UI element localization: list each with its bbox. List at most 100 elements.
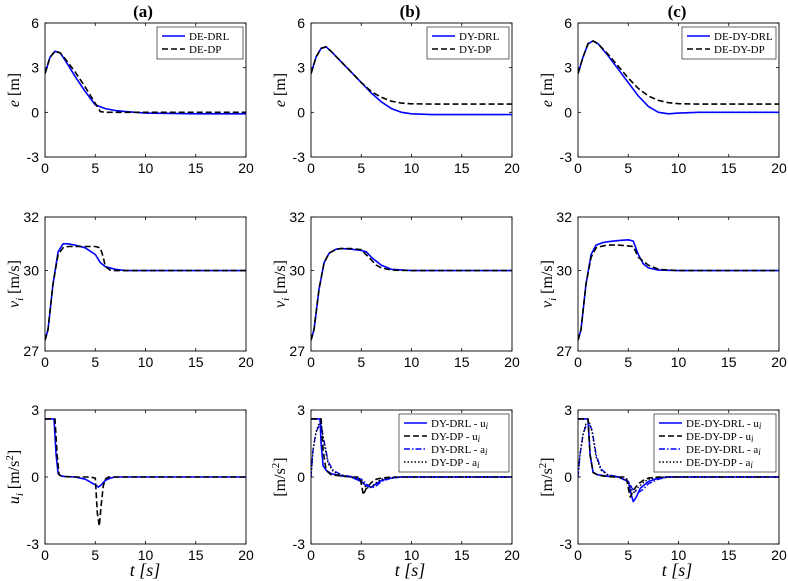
x-tick-label: 15 <box>721 160 737 176</box>
subplot-1-2: 0 5 10 15 20 27 30 32 vi [m/s] <box>539 209 787 370</box>
y-tick-label: 3 <box>564 402 572 418</box>
y-axis-label-8: [m/s2] <box>537 457 556 496</box>
series-line-1 <box>578 244 779 341</box>
legend-entry: DY-DRL - ai <box>431 444 488 457</box>
x-tick-label: 0 <box>307 354 315 370</box>
x-tick-label: 5 <box>624 160 632 176</box>
y-tick-label: 6 <box>564 15 572 31</box>
series-line-3 <box>311 422 512 489</box>
x-tick-label: 5 <box>357 547 365 563</box>
x-tick-label: 0 <box>574 354 582 370</box>
y-tick-label: -3 <box>27 536 40 552</box>
x-tick-label: 15 <box>188 160 204 176</box>
y-axis-label-3: vi [m/s] <box>6 260 26 308</box>
x-tick-label: 0 <box>41 160 49 176</box>
y-tick-label: 30 <box>289 263 305 279</box>
series-line-1 <box>578 40 779 105</box>
y-tick-label: 27 <box>289 343 305 359</box>
x-tick-label: 20 <box>504 160 520 176</box>
legend-entry: DE-DY-DRL - ai <box>686 444 761 457</box>
x-tick-label: 10 <box>404 160 420 176</box>
x-tick-label: 15 <box>188 354 204 370</box>
x-tick-label: 10 <box>138 547 154 563</box>
legend-entry: DY-DP <box>459 44 491 56</box>
y-axis-label-4: vi [m/s] <box>272 260 292 308</box>
x-tick-label: 0 <box>41 354 49 370</box>
y-tick-label: 30 <box>556 263 572 279</box>
x-tick-label: 20 <box>771 547 787 563</box>
x-tick-label: 20 <box>238 354 254 370</box>
x-tick-label: 5 <box>357 354 365 370</box>
series-line-0 <box>45 50 246 115</box>
y-tick-label: 0 <box>564 104 572 120</box>
x-tick-label: 5 <box>357 160 365 176</box>
y-axis-label-7: [m/s2] <box>270 457 289 496</box>
series-line-0 <box>578 40 779 115</box>
x-tick-label: 15 <box>721 354 737 370</box>
panel-title-b: (b) <box>400 2 421 21</box>
x-tick-label: 10 <box>671 160 687 176</box>
series-line-1 <box>45 245 246 341</box>
panel-title-a: (a) <box>133 2 153 21</box>
x-tick-label: 5 <box>624 547 632 563</box>
y-tick-label: 27 <box>556 343 572 359</box>
x-axis-label-a: t [s] <box>130 560 161 580</box>
series-line-0 <box>45 243 246 341</box>
y-tick-label: 3 <box>564 60 572 76</box>
y-tick-label: 0 <box>297 104 305 120</box>
y-tick-label: 27 <box>23 343 39 359</box>
legend-entry: DY-DP - ui <box>431 431 481 444</box>
y-tick-label: 32 <box>289 209 305 225</box>
axes-box <box>577 216 780 352</box>
legend-entry: DE-DP <box>189 44 221 56</box>
x-tick-label: 0 <box>307 160 315 176</box>
y-axis-label-5: vi [m/s] <box>539 260 559 308</box>
x-tick-label: 0 <box>574 547 582 563</box>
y-tick-label: 6 <box>31 15 39 31</box>
x-tick-label: 10 <box>138 354 154 370</box>
series-line-1 <box>45 418 246 527</box>
y-tick-label: 6 <box>297 15 305 31</box>
axes-box <box>44 216 247 352</box>
series-line-0 <box>311 247 512 341</box>
x-tick-label: 20 <box>504 354 520 370</box>
x-tick-label: 20 <box>771 160 787 176</box>
x-tick-label: 0 <box>574 160 582 176</box>
series-line-1 <box>311 247 512 341</box>
x-tick-label: 15 <box>721 547 737 563</box>
x-tick-label: 0 <box>307 547 315 563</box>
legend-box <box>681 26 777 60</box>
y-tick-label: 3 <box>31 402 39 418</box>
x-tick-label: 15 <box>454 547 470 563</box>
x-tick-label: 15 <box>454 160 470 176</box>
y-tick-label: -3 <box>560 536 573 552</box>
subplot-1-0: 0 5 10 15 20 27 30 32 vi [m/s] <box>6 209 254 370</box>
subplot-2-2: 0 5 10 15 20-303[m/s2]DE-DY-DRL - uiDE-DY-DP… <box>537 402 787 563</box>
y-tick-label: 0 <box>31 469 39 485</box>
x-tick-label: 5 <box>91 354 99 370</box>
x-tick-label: 10 <box>671 354 687 370</box>
legend-entry: DY-DRL - ui <box>431 418 489 431</box>
y-tick-label: 0 <box>31 104 39 120</box>
y-tick-label: 30 <box>23 263 39 279</box>
legend-box <box>426 26 510 60</box>
y-axis-label-2: e [m] <box>539 73 556 107</box>
series-line-1 <box>45 50 246 114</box>
x-tick-label: 5 <box>91 160 99 176</box>
legend-box <box>156 26 244 60</box>
x-tick-label: 20 <box>238 160 254 176</box>
legend-entry: DE-DRL <box>189 31 230 43</box>
x-tick-label: 15 <box>454 354 470 370</box>
x-tick-label: 10 <box>671 547 687 563</box>
legend-entry: DE-DY-DP - ui <box>686 431 754 444</box>
x-axis-label-c: t [s] <box>662 560 693 580</box>
x-tick-label: 10 <box>404 547 420 563</box>
legend-entry: DE-DY-DRL - ui <box>686 418 762 431</box>
y-tick-label: 3 <box>297 60 305 76</box>
